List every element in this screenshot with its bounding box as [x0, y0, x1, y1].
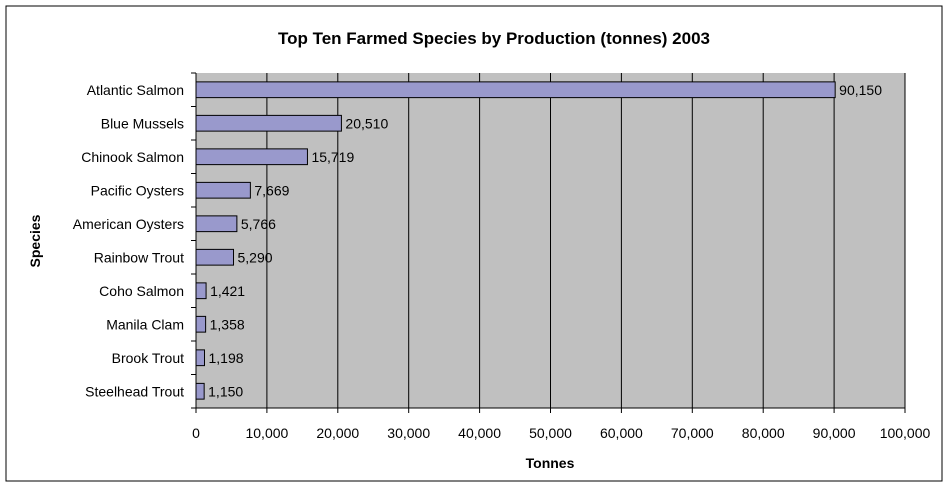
data-label: 5,766 — [241, 216, 276, 232]
bar — [195, 248, 235, 266]
gridlines — [266, 73, 906, 408]
bar — [195, 315, 207, 333]
category-label: Rainbow Trout — [94, 249, 184, 265]
x-tick-label: 0 — [192, 425, 200, 441]
bar — [195, 114, 342, 132]
x-tick-label: 90,000 — [813, 425, 856, 441]
x-tick-label: 50,000 — [529, 425, 572, 441]
data-label: 1,198 — [208, 350, 243, 366]
x-tick-label: 40,000 — [458, 425, 501, 441]
bar — [195, 382, 205, 400]
category-label: Steelhead Trout — [85, 383, 184, 399]
y-axis-title: Species — [27, 214, 43, 267]
x-tick-label: 10,000 — [245, 425, 288, 441]
category-label: Brook Trout — [112, 350, 184, 366]
bars: 90,150 20,510 15,719 7,669 5,766 5,290 1,421 1,… — [195, 81, 882, 400]
category-label: American Oysters — [73, 216, 184, 232]
category-label: Pacific Oysters — [91, 182, 184, 198]
x-tick-label: 80,000 — [742, 425, 785, 441]
category-label: Coho Salmon — [99, 283, 184, 299]
data-label: 1,150 — [208, 383, 243, 399]
x-tick-label: 20,000 — [316, 425, 359, 441]
data-label: 90,150 — [839, 82, 882, 98]
data-label: 20,510 — [345, 115, 388, 131]
x-tick-label: 30,000 — [387, 425, 430, 441]
bar — [195, 349, 205, 367]
bar — [195, 181, 251, 199]
category-label: Atlantic Salmon — [87, 82, 184, 98]
data-label: 5,290 — [238, 249, 273, 265]
data-label: 1,358 — [210, 316, 245, 332]
chart-title: Top Ten Farmed Species by Production (to… — [278, 29, 710, 48]
category-label: Chinook Salmon — [81, 149, 184, 165]
bar — [195, 81, 836, 99]
bar — [195, 148, 308, 166]
data-label: 15,719 — [311, 149, 354, 165]
data-label: 7,669 — [254, 182, 289, 198]
bar — [195, 282, 207, 300]
x-tick-label: 70,000 — [671, 425, 714, 441]
x-tick-label: 60,000 — [600, 425, 643, 441]
x-tick-label: 100,000 — [880, 425, 931, 441]
axes: 0 10,000 20,000 30,000 40,000 50,000 60,000 70,… — [73, 72, 931, 441]
bar — [195, 215, 238, 233]
category-label: Manila Clam — [106, 316, 184, 332]
data-label: 1,421 — [210, 283, 245, 299]
x-axis-title: Tonnes — [526, 455, 575, 471]
category-label: Blue Mussels — [101, 115, 184, 131]
